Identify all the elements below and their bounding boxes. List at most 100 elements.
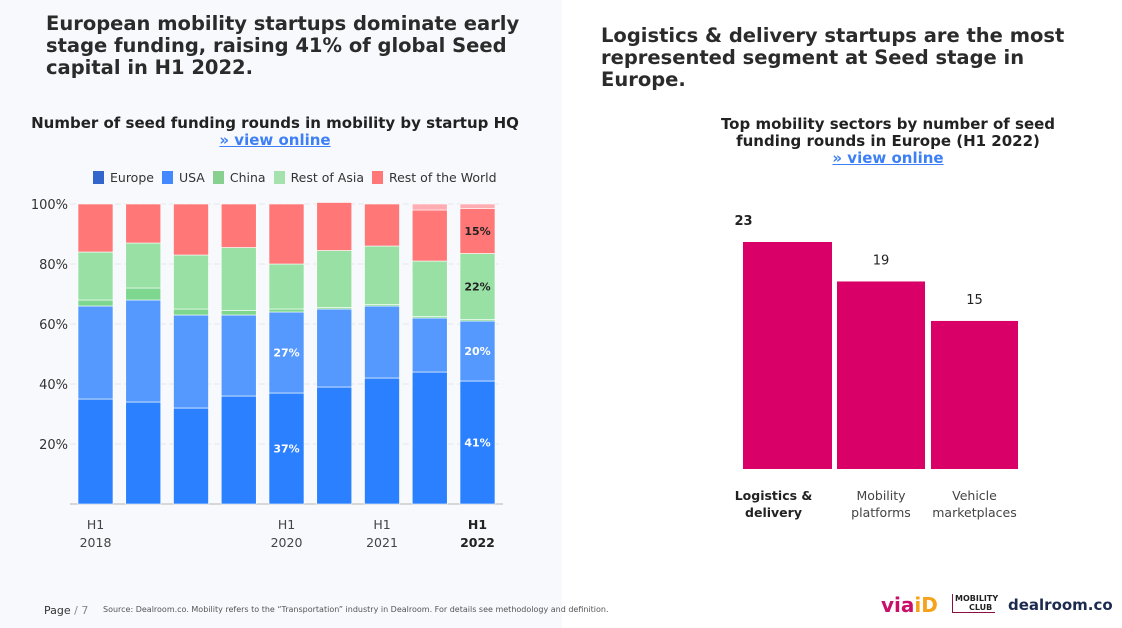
x-tick-label: 2020: [271, 535, 303, 550]
bar-segment-europe: [364, 377, 400, 505]
bar-segment-rest-of-asia: [173, 254, 209, 310]
x-tick-label: Mobility: [856, 488, 906, 503]
legend-item[interactable]: Rest of Asia: [273, 170, 364, 185]
data-label: 41%: [464, 437, 490, 450]
bar-segment-europe: [316, 386, 353, 505]
legend-label: Rest of Asia: [290, 170, 364, 185]
mobility-club-logo: MOBILITY CLUB: [952, 594, 998, 613]
bar-segment-rest-of-the-world: [125, 203, 162, 244]
chart-title: Number of seed funding rounds in mobilit…: [31, 114, 519, 132]
bar-segment-china: [125, 287, 162, 301]
bar-segment-china: [220, 310, 257, 316]
y-tick-label: 40%: [39, 378, 68, 393]
x-tick-label: H1: [373, 517, 390, 532]
bar-segment-china: [77, 299, 114, 307]
bar-segment-other: [411, 203, 448, 211]
legend: Europe USA China Rest of Asia Rest of the Wo…: [93, 170, 497, 185]
legend-item[interactable]: Europe: [93, 170, 154, 185]
bar-segment-usa: [173, 314, 209, 409]
legend-label: China: [229, 170, 266, 185]
x-tick-label: Vehicle: [952, 488, 997, 503]
view-online-link[interactable]: » view online: [219, 131, 331, 149]
sector-bar: [743, 241, 832, 469]
bar-segment-europe: [77, 398, 114, 505]
bar-segment-europe: [173, 407, 209, 505]
data-label: 15%: [464, 225, 490, 238]
bar-segment-europe: [220, 395, 257, 505]
right-headline: Logistics & delivery startups are the mo…: [601, 24, 1065, 91]
bar-segment-rest-of-the-world: [316, 202, 353, 251]
bar-segment-usa: [364, 305, 400, 379]
bar-segment-china: [173, 308, 209, 316]
y-tick-label: 60%: [39, 318, 68, 333]
legend-item[interactable]: Rest of the World: [371, 170, 497, 185]
viaid-logo: viaiD: [881, 593, 938, 617]
bar-segment-rest-of-asia: [220, 247, 257, 311]
legend-item[interactable]: USA: [161, 170, 205, 185]
data-label: 27%: [273, 347, 299, 360]
bar-segment-usa: [77, 305, 114, 400]
x-tick-label: platforms: [851, 505, 911, 520]
chart-title: Top mobility sectors by number of seed f…: [720, 115, 1056, 150]
bar-segment-rest-of-asia: [125, 242, 162, 289]
bar-segment-europe: [459, 380, 496, 505]
x-tick-label: 2022: [460, 535, 495, 550]
bar-segment-rest-of-the-world: [459, 208, 496, 254]
bar-segment-europe: [411, 371, 448, 505]
bar-segment-rest-of-the-world: [268, 203, 305, 265]
bar-segment-rest-of-asia: [364, 245, 400, 305]
legend-label: USA: [178, 170, 205, 185]
legend-swatch: [371, 171, 383, 184]
x-tick-label: H1: [87, 517, 104, 532]
x-tick-label: delivery: [745, 505, 802, 520]
x-tick-label: H1: [278, 517, 295, 532]
legend-swatch: [93, 171, 104, 184]
view-online-link[interactable]: » view online: [832, 149, 944, 167]
sector-bar: [931, 320, 1018, 469]
source-note: Source: Dealroom.co. Mobility refers to …: [103, 605, 609, 614]
bar-segment-rest-of-the-world: [411, 209, 448, 262]
bar-segment-rest-of-asia: [77, 251, 114, 301]
bar-segment-usa: [268, 311, 305, 394]
bar-segment-china: [268, 308, 305, 313]
bar-segment-rest-of-asia: [411, 260, 448, 317]
legend-swatch: [212, 171, 224, 184]
x-tick-label: 2018: [80, 535, 112, 550]
bar-segment-usa: [411, 317, 448, 373]
x-tick-label: 2021: [366, 535, 398, 550]
x-tick-label: Logistics &: [735, 488, 813, 503]
bar-segment-europe: [268, 392, 305, 505]
y-tick-label: 80%: [39, 258, 68, 273]
left-headline: European mobility startups dominate earl…: [46, 12, 520, 79]
legend-item[interactable]: China: [212, 170, 266, 185]
bar-segment-usa: [220, 314, 257, 397]
page-label: Page: [44, 604, 71, 617]
bar-segment-rest-of-the-world: [77, 203, 114, 253]
bar-segment-rest-of-the-world: [173, 203, 209, 256]
page-number: / 7: [74, 604, 89, 617]
bar-segment-other: [459, 203, 496, 209]
bar-segment-rest-of-the-world: [364, 203, 400, 247]
data-label: 19: [873, 253, 890, 268]
bar-segment-rest-of-asia: [268, 263, 305, 310]
data-label: 22%: [464, 281, 490, 294]
bar-segment-rest-of-asia: [316, 250, 353, 308]
sector-bar: [837, 281, 925, 469]
data-label: 23: [734, 214, 752, 229]
bar-segment-usa: [316, 308, 353, 388]
data-label: 15: [966, 293, 983, 308]
y-tick-label: 100%: [31, 198, 68, 213]
bar-segment-europe: [125, 401, 162, 505]
bar-segment-usa: [459, 320, 496, 382]
bar-segment-rest-of-the-world: [220, 203, 257, 248]
data-label: 37%: [273, 443, 299, 456]
bar-segment-rest-of-asia: [459, 253, 496, 320]
dealroom-logo: dealroom.co: [1008, 596, 1113, 614]
legend-label: Europe: [110, 170, 154, 185]
page-indicator: Page / 7: [44, 604, 88, 617]
x-tick-label: marketplaces: [932, 505, 1017, 520]
legend-label: Rest of the World: [388, 170, 497, 185]
legend-swatch: [161, 171, 173, 184]
bar-segment-usa: [125, 299, 162, 403]
